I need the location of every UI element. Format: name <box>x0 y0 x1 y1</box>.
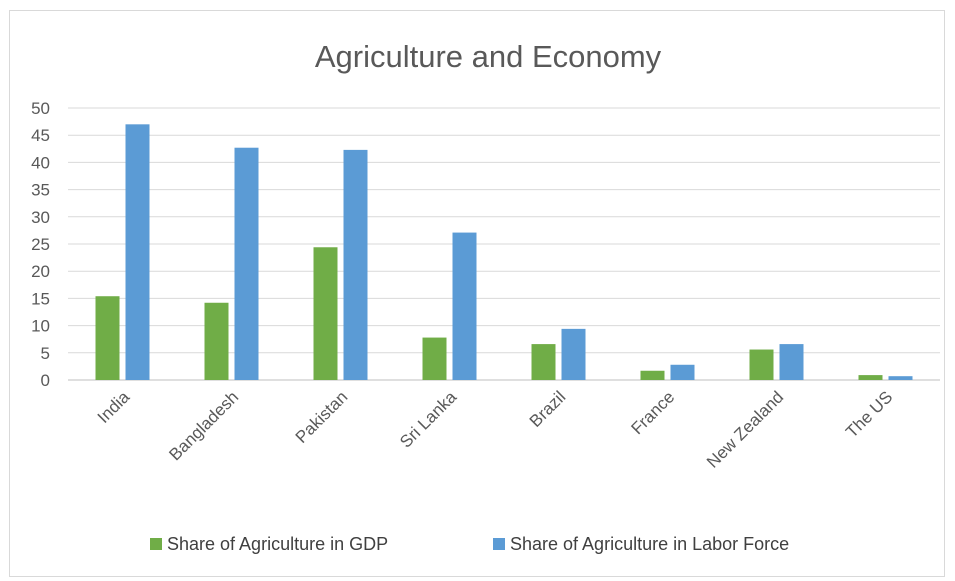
legend-swatch <box>493 538 505 550</box>
legend: Share of Agriculture in GDP Share of Agri… <box>150 534 789 554</box>
bar-gdp <box>749 349 774 380</box>
bar-gdp <box>531 344 556 380</box>
x-tick-label: New Zealand <box>703 387 787 471</box>
y-axis: 0 5 10 15 20 25 30 35 40 45 50 <box>31 99 50 390</box>
x-tick-label: Bangladesh <box>165 387 242 464</box>
x-tick-label: France <box>627 387 678 438</box>
bar-labor-force <box>888 376 913 380</box>
y-tick-label: 30 <box>31 208 50 227</box>
x-tick-label: The US <box>842 387 896 441</box>
legend-swatch <box>150 538 162 550</box>
bar-labor-force <box>234 147 259 380</box>
y-tick-label: 0 <box>41 371 50 390</box>
chart-canvas: Agriculture and Economy 0 5 10 15 20 25 30 35 40… <box>31 39 940 554</box>
gridlines <box>68 107 940 381</box>
bar-gdp <box>858 375 883 380</box>
x-tick-label: Sri Lanka <box>396 387 461 452</box>
bar-gdp <box>640 370 665 380</box>
bar-labor-force <box>125 124 150 380</box>
bar-gdp <box>95 296 120 380</box>
x-tick-label: India <box>94 387 134 427</box>
bar-labor-force <box>561 328 586 380</box>
bar-labor-force <box>452 232 477 380</box>
y-tick-label: 40 <box>31 153 50 172</box>
bar-labor-force <box>670 364 695 380</box>
y-tick-label: 25 <box>31 235 50 254</box>
y-tick-label: 20 <box>31 262 50 281</box>
y-tick-label: 35 <box>31 181 50 200</box>
bar-labor-force <box>779 344 804 380</box>
chart-area: Agriculture and Economy 0 5 10 15 20 25 30 35 40… <box>9 10 945 577</box>
y-tick-label: 50 <box>31 99 50 118</box>
y-tick-label: 15 <box>31 289 50 308</box>
y-tick-label: 5 <box>41 344 50 363</box>
bar-gdp <box>313 247 338 380</box>
x-axis: India Bangladesh Pakistan Sri Lanka Brazil Fr… <box>94 387 897 472</box>
x-tick-label: Brazil <box>526 387 569 430</box>
x-tick-label: Pakistan <box>292 387 352 447</box>
bar-gdp <box>204 302 229 380</box>
bar-labor-force <box>343 149 368 380</box>
legend-label: Share of Agriculture in GDP <box>167 534 388 554</box>
bar-gdp <box>422 337 447 380</box>
y-tick-label: 45 <box>31 126 50 145</box>
chart-title: Agriculture and Economy <box>315 39 662 74</box>
bars <box>95 124 913 380</box>
legend-label: Share of Agriculture in Labor Force <box>510 534 789 554</box>
y-tick-label: 10 <box>31 317 50 336</box>
